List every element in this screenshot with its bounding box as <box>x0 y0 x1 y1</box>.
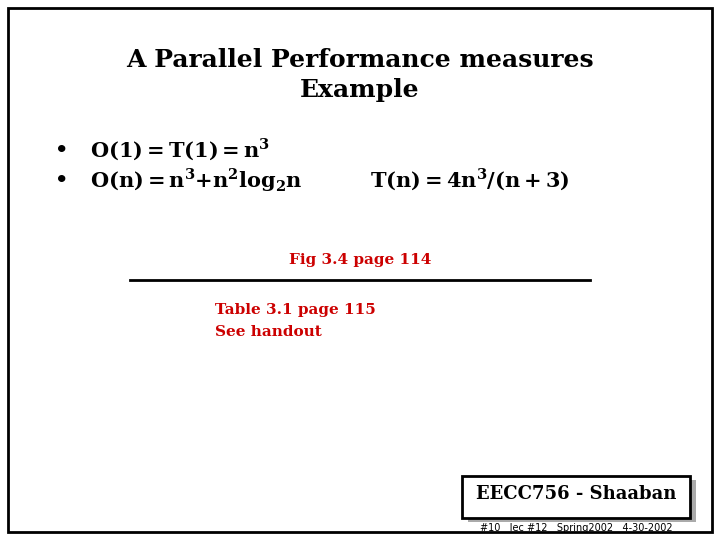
Text: A Parallel Performance measures: A Parallel Performance measures <box>126 48 594 72</box>
Text: •: • <box>55 140 68 160</box>
Text: #10   lec #12   Spring2002   4-30-2002: #10 lec #12 Spring2002 4-30-2002 <box>480 523 672 533</box>
Text: Table 3.1 page 115: Table 3.1 page 115 <box>215 303 376 317</box>
Text: $\mathregular{O(1) = T(1) = n}^{\mathregular{3}}$: $\mathregular{O(1) = T(1) = n}^{\mathreg… <box>90 137 270 163</box>
Text: Example: Example <box>300 78 420 102</box>
FancyBboxPatch shape <box>468 480 696 522</box>
FancyBboxPatch shape <box>462 476 690 518</box>
Text: $\mathregular{T(n) =  4n}^{\mathregular{3}}\mathregular{/(n+3)}$: $\mathregular{T(n) = 4n}^{\mathregular{3… <box>370 167 570 193</box>
FancyBboxPatch shape <box>8 8 712 532</box>
Text: $\mathregular{O(n) = n}^{\mathregular{3}}\mathregular{ + n}^{\mathregular{2}}\ma: $\mathregular{O(n) = n}^{\mathregular{3}… <box>90 166 302 194</box>
Text: •: • <box>55 170 68 190</box>
Text: EECC756 - Shaaban: EECC756 - Shaaban <box>476 485 676 503</box>
Text: Fig 3.4 page 114: Fig 3.4 page 114 <box>289 253 431 267</box>
Text: See handout: See handout <box>215 325 322 339</box>
